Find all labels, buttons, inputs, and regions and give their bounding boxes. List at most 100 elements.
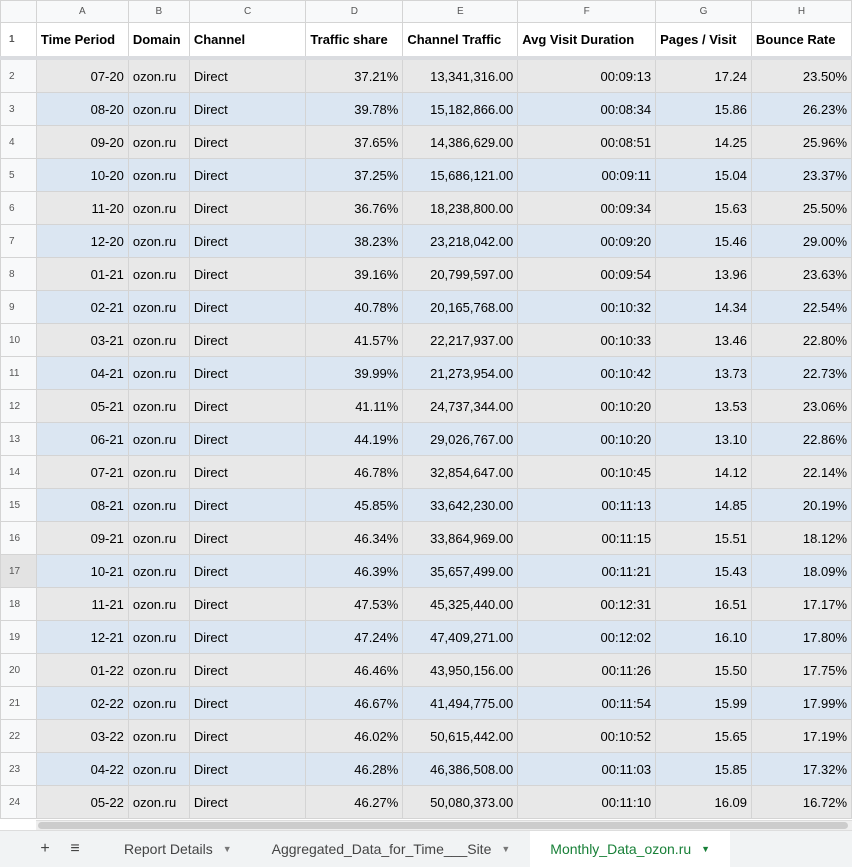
cell[interactable]: 15.63 <box>655 191 753 225</box>
header-cell[interactable]: Bounce Rate <box>751 22 852 60</box>
cell[interactable]: 03-21 <box>35 323 129 357</box>
cell[interactable]: 10-20 <box>35 158 129 192</box>
cell[interactable]: 15.04 <box>655 158 753 192</box>
cell[interactable]: 45.85% <box>305 488 404 522</box>
cell[interactable]: 00:10:20 <box>517 422 657 456</box>
row-number[interactable]: 11 <box>0 356 37 390</box>
cell[interactable]: 17.17% <box>751 587 852 621</box>
sheet-tab[interactable]: Report Details ▼ <box>104 831 252 867</box>
cell[interactable]: 46.34% <box>305 521 404 555</box>
cell[interactable]: ozon.ru <box>127 57 190 93</box>
cell[interactable]: 25.50% <box>751 191 852 225</box>
cell[interactable]: 00:09:11 <box>517 158 657 192</box>
cell[interactable]: 25.96% <box>751 125 852 159</box>
cell[interactable]: ozon.ru <box>127 356 190 390</box>
cell[interactable]: 00:12:31 <box>517 587 657 621</box>
cell[interactable]: 43,950,156.00 <box>402 653 519 687</box>
cell[interactable]: ozon.ru <box>127 653 190 687</box>
cell[interactable]: 13.73 <box>655 356 753 390</box>
cell[interactable]: Direct <box>188 158 307 192</box>
cell[interactable]: 24,737,344.00 <box>402 389 519 423</box>
cell[interactable]: Direct <box>188 521 307 555</box>
cell[interactable]: 50,080,373.00 <box>402 785 519 819</box>
cell[interactable]: 41.11% <box>305 389 404 423</box>
row-number[interactable]: 12 <box>0 389 37 423</box>
cell[interactable]: 46.67% <box>305 686 404 720</box>
cell[interactable]: 15.65 <box>655 719 753 753</box>
cell[interactable]: 46.28% <box>305 752 404 786</box>
row-number[interactable]: 20 <box>0 653 37 687</box>
cell[interactable]: Direct <box>188 653 307 687</box>
cell[interactable]: 46.02% <box>305 719 404 753</box>
cell[interactable]: Direct <box>188 785 307 819</box>
cell[interactable]: 08-21 <box>35 488 129 522</box>
cell[interactable]: 14.12 <box>655 455 753 489</box>
cell[interactable]: 23.37% <box>751 158 852 192</box>
cell[interactable]: 16.51 <box>655 587 753 621</box>
cell[interactable]: 00:08:34 <box>517 92 657 126</box>
row-number[interactable]: 16 <box>0 521 37 555</box>
cell[interactable]: 29.00% <box>751 224 852 258</box>
cell[interactable]: Direct <box>188 290 307 324</box>
cell[interactable]: 00:10:20 <box>517 389 657 423</box>
cell[interactable]: 22,217,937.00 <box>402 323 519 357</box>
cell[interactable]: Direct <box>188 323 307 357</box>
row-number[interactable]: 3 <box>0 92 37 126</box>
cell[interactable]: 17.75% <box>751 653 852 687</box>
scrollbar-thumb[interactable] <box>38 822 848 829</box>
cell[interactable]: Direct <box>188 455 307 489</box>
dropdown-arrow-icon[interactable]: ▼ <box>701 844 711 854</box>
row-number[interactable]: 6 <box>0 191 37 225</box>
cell[interactable]: ozon.ru <box>127 455 190 489</box>
cell[interactable]: 15.46 <box>655 224 753 258</box>
cell[interactable]: 17.99% <box>751 686 852 720</box>
cell[interactable]: 00:12:02 <box>517 620 657 654</box>
row-number[interactable]: 13 <box>0 422 37 456</box>
cell[interactable]: Direct <box>188 57 307 93</box>
horizontal-scrollbar[interactable] <box>36 820 852 830</box>
row-number[interactable]: 19 <box>0 620 37 654</box>
cell[interactable]: 00:10:45 <box>517 455 657 489</box>
cell[interactable]: 37.21% <box>305 57 404 93</box>
cell[interactable]: 12-21 <box>35 620 129 654</box>
cell[interactable]: ozon.ru <box>127 125 190 159</box>
cell[interactable]: 13.96 <box>655 257 753 291</box>
cell[interactable]: Direct <box>188 125 307 159</box>
cell[interactable]: ozon.ru <box>127 389 190 423</box>
cell[interactable]: 18.12% <box>751 521 852 555</box>
row-number[interactable]: 18 <box>0 587 37 621</box>
row-number[interactable]: 10 <box>0 323 37 357</box>
cell[interactable]: 16.10 <box>655 620 753 654</box>
cell[interactable]: 18,238,800.00 <box>402 191 519 225</box>
add-sheet-button[interactable]: + <box>40 840 50 857</box>
cell[interactable]: 23.50% <box>751 57 852 93</box>
row-number[interactable]: 7 <box>0 224 37 258</box>
column-header-d[interactable]: D <box>305 0 404 23</box>
cell[interactable]: Direct <box>188 587 307 621</box>
cell[interactable]: 00:11:10 <box>517 785 657 819</box>
cell[interactable]: 13,341,316.00 <box>402 57 519 93</box>
cell[interactable]: Direct <box>188 191 307 225</box>
cell[interactable]: 12-20 <box>35 224 129 258</box>
cell[interactable]: 00:09:20 <box>517 224 657 258</box>
cell[interactable]: 39.78% <box>305 92 404 126</box>
cell[interactable]: 17.24 <box>655 57 753 93</box>
cell[interactable]: 00:11:13 <box>517 488 657 522</box>
cell[interactable]: 15.50 <box>655 653 753 687</box>
cell[interactable]: 47.53% <box>305 587 404 621</box>
cell[interactable]: 15.86 <box>655 92 753 126</box>
cell[interactable]: 41.57% <box>305 323 404 357</box>
cell[interactable]: 00:11:21 <box>517 554 657 588</box>
cell[interactable]: 00:09:54 <box>517 257 657 291</box>
cell[interactable]: 46.27% <box>305 785 404 819</box>
cell[interactable]: 32,854,647.00 <box>402 455 519 489</box>
cell[interactable]: 01-22 <box>35 653 129 687</box>
row-number[interactable]: 4 <box>0 125 37 159</box>
cell[interactable]: 07-20 <box>35 57 129 93</box>
cell[interactable]: 10-21 <box>35 554 129 588</box>
column-header-g[interactable]: G <box>655 0 753 23</box>
column-header-f[interactable]: F <box>517 0 657 23</box>
cell[interactable]: 03-22 <box>35 719 129 753</box>
cell[interactable]: 14.34 <box>655 290 753 324</box>
dropdown-arrow-icon[interactable]: ▼ <box>222 844 232 854</box>
